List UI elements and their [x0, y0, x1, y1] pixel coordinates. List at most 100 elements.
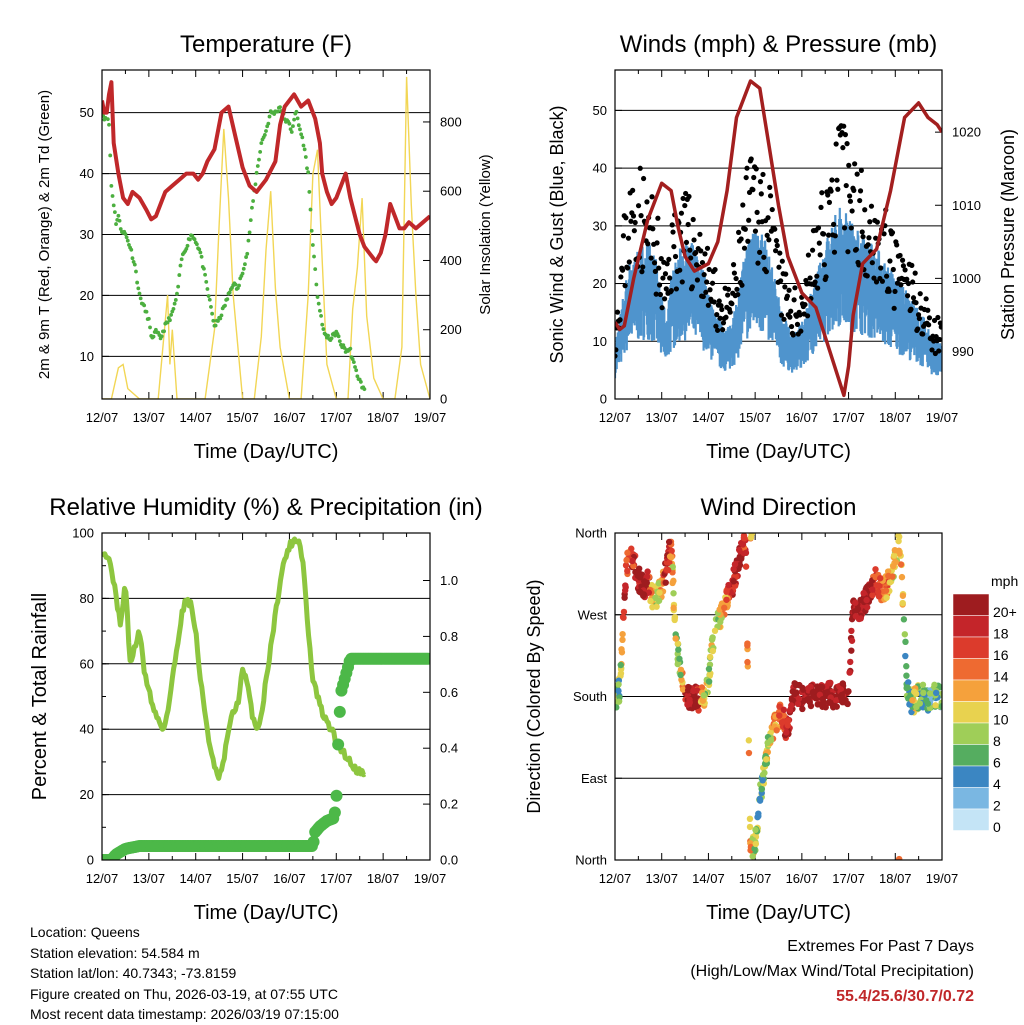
dewpoint-point [320, 322, 325, 327]
dewpoint-point [179, 257, 184, 262]
gust-point [936, 348, 942, 354]
panel-rh: Relative Humidity (%) & Precipitation (i… [29, 494, 483, 924]
gust-point [897, 252, 903, 259]
temp-title: Temperature (F) [180, 31, 352, 58]
gust-point [656, 282, 663, 288]
wind-xlabel: Time (Day/UTC) [706, 441, 851, 463]
gust-point [925, 307, 931, 313]
dewpoint-point [107, 122, 111, 127]
dir-ytick-label: East [581, 771, 607, 786]
gust-point [734, 286, 740, 292]
dewpoint-point [288, 127, 293, 132]
dewpoint-point [118, 227, 123, 231]
wind-direction-point [920, 689, 927, 697]
gust-point [671, 244, 677, 250]
gust-point [843, 182, 849, 189]
gust-point [905, 293, 911, 299]
wind-direction-point [637, 589, 644, 596]
gust-point [881, 231, 887, 237]
dir-xtick-label: 13/07 [645, 871, 678, 886]
dewpoint-point [336, 334, 341, 339]
rh-title: Relative Humidity (%) & Precipitation (i… [49, 494, 482, 521]
gust-point [873, 279, 880, 285]
gust-point [743, 174, 749, 181]
gust-point [791, 297, 797, 303]
dewpoint-point [250, 205, 254, 210]
dewpoint-point [109, 183, 114, 188]
dewpoint-point [216, 319, 220, 323]
gust-point [644, 199, 650, 205]
gust-point [699, 259, 706, 266]
wind-direction-point [869, 591, 876, 599]
gust-point [857, 188, 864, 194]
gust-point [834, 177, 840, 183]
gust-point [784, 293, 790, 299]
wind-direction-point [745, 749, 753, 757]
gust-point [740, 202, 746, 208]
panel-temp: Temperature (F) Time (Day/UTC) 2m & 9m T (… [36, 31, 494, 463]
gust-point [736, 229, 742, 235]
gust-point [937, 320, 942, 326]
legend-swatch [952, 679, 990, 702]
wind-direction-point [899, 592, 907, 599]
dewpoint-point [116, 213, 121, 218]
precipitation-point [307, 835, 320, 848]
wind-xtick-label: 13/07 [645, 410, 678, 425]
gust-point [909, 262, 915, 268]
wind-direction-point [854, 605, 862, 613]
gust-point [623, 215, 629, 221]
gust-point [892, 288, 898, 295]
wind-direction-point [623, 556, 630, 564]
gust-point [936, 336, 942, 343]
gust-point [910, 279, 916, 285]
gust-point [688, 255, 694, 261]
wind-direction-point [647, 597, 654, 605]
gust-point [860, 234, 866, 240]
gust-point [663, 286, 669, 292]
gust-point [673, 286, 679, 292]
dir-ytick-label: South [573, 689, 607, 704]
precipitation-point [333, 705, 346, 718]
gust-point [777, 250, 783, 256]
wind-direction-point [618, 646, 625, 653]
rh-y2tick-label: 0.8 [440, 629, 458, 644]
dewpoint-point [130, 256, 135, 261]
wind-direction-point [905, 679, 912, 686]
dewpoint-point [117, 218, 122, 223]
wind-direction-point [675, 646, 682, 653]
wind-direction-point [709, 647, 717, 655]
dewpoint-point [202, 266, 206, 271]
wind-direction-point [795, 695, 803, 702]
temp-y2tick-label: 600 [440, 184, 462, 199]
gust-point [902, 267, 908, 273]
gust-point [744, 165, 750, 171]
gust-point [772, 226, 778, 232]
legend-label: 20+ [993, 604, 1017, 620]
dir-xtick-label: 18/07 [879, 871, 912, 886]
gust-point [761, 254, 767, 260]
gust-point [719, 306, 725, 313]
dewpoint-point [227, 290, 232, 295]
dewpoint-point [351, 360, 356, 365]
gust-point [680, 195, 686, 202]
wind-direction-point [622, 582, 629, 589]
rh-y2tick-label: 1.0 [440, 573, 458, 588]
gust-point [781, 316, 787, 322]
temp-series-group [102, 76, 430, 399]
dewpoint-point [213, 323, 218, 328]
gust-point [819, 190, 825, 196]
dewpoint-point [317, 308, 322, 313]
dewpoint-point [314, 282, 319, 287]
gust-point [931, 317, 938, 324]
rh-ytick-label: 20 [80, 787, 94, 802]
gust-point [640, 264, 646, 270]
dewpoint-point [255, 164, 260, 168]
dewpoint-point [205, 287, 210, 291]
legend-swatch [952, 787, 990, 810]
extremes-title: Extremes For Past 7 Days [787, 938, 974, 955]
legend-swatch [952, 701, 990, 724]
gust-point [769, 206, 775, 213]
gust-point [617, 317, 623, 323]
wind-direction-point [619, 630, 626, 638]
